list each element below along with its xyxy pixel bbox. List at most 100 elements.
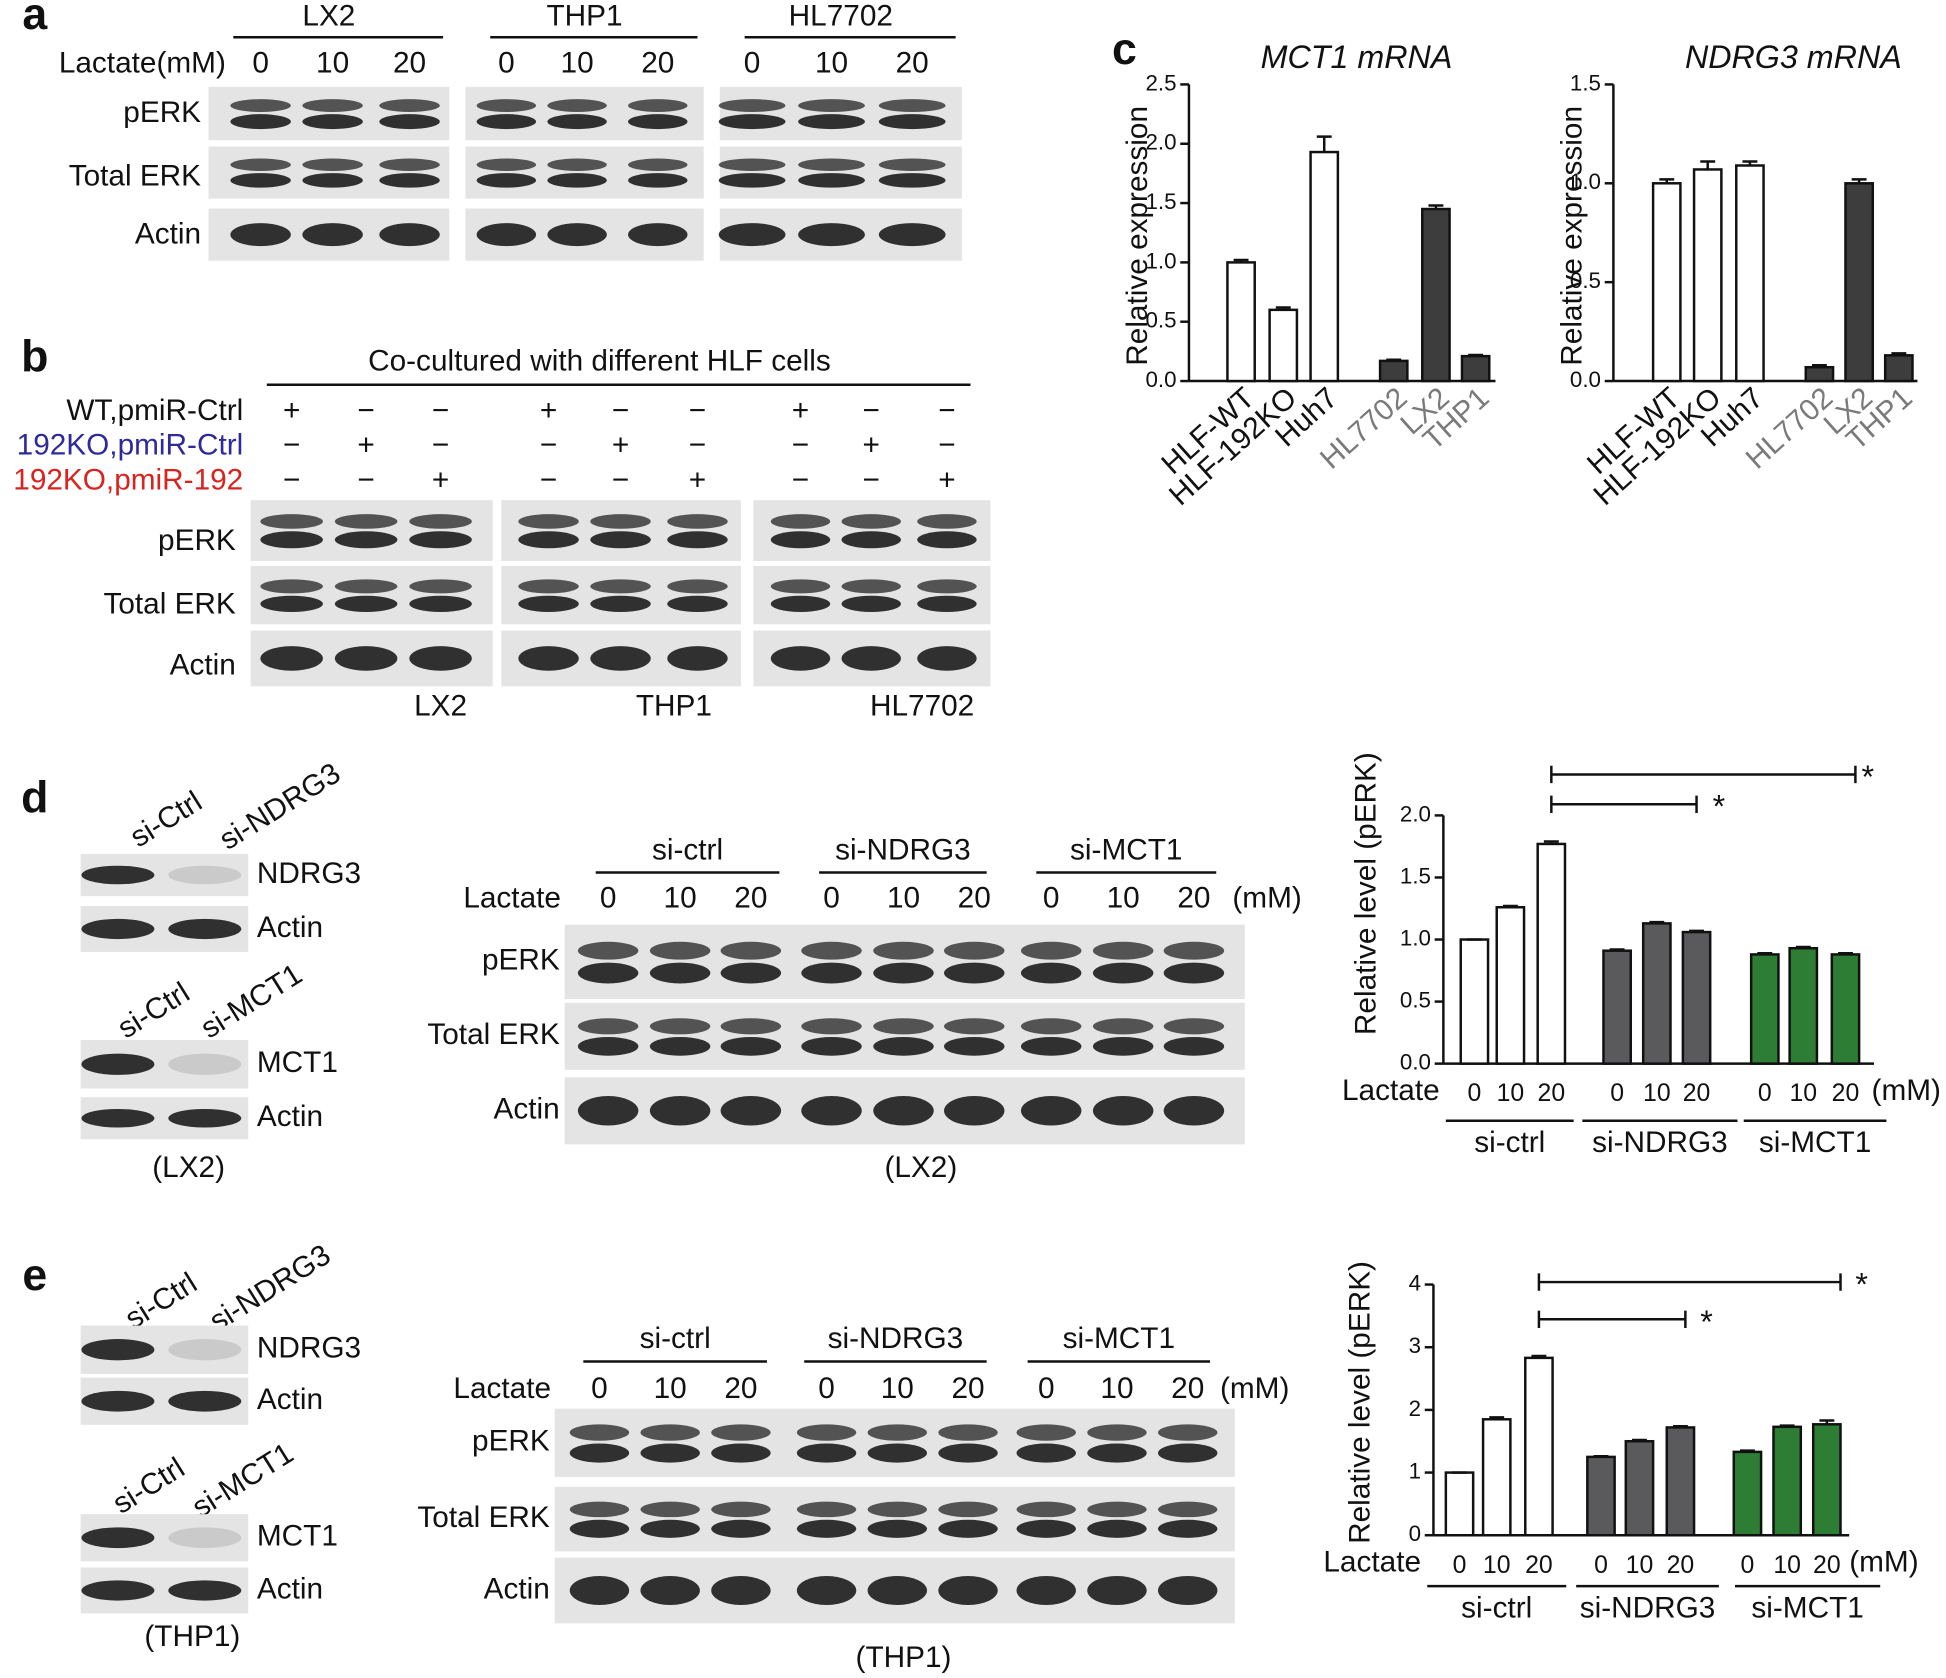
- bar: [1830, 953, 1861, 1065]
- band: [796, 1443, 857, 1463]
- lane-label: si-NDRG3: [204, 1238, 336, 1338]
- error-bar: [1386, 358, 1402, 361]
- band: [230, 173, 291, 188]
- bar: [1732, 1450, 1763, 1537]
- bar: [1651, 182, 1682, 383]
- row-label: Total ERK: [417, 1501, 549, 1534]
- sign: +: [432, 463, 449, 496]
- band: [260, 595, 323, 613]
- band: [711, 1424, 771, 1441]
- group-label: si-ctrl: [640, 1322, 711, 1355]
- bar: [1481, 1418, 1512, 1537]
- row-label: pERK: [123, 96, 201, 129]
- band: [917, 579, 977, 594]
- error-bar: [1275, 306, 1291, 310]
- band: [168, 1053, 242, 1075]
- band: [667, 514, 728, 529]
- band: [334, 595, 398, 613]
- lane-label: si-Ctrl: [112, 976, 195, 1045]
- y-axis-label: Relative level (pERK): [1343, 1261, 1376, 1544]
- band: [938, 1575, 998, 1605]
- sign: −: [863, 463, 880, 496]
- band: [1087, 1443, 1147, 1463]
- band: [81, 1580, 155, 1601]
- band: [873, 962, 934, 984]
- significance-bracket: [1537, 1310, 1687, 1328]
- lane-label: 10: [1107, 882, 1140, 915]
- blot: [554, 1408, 1235, 1477]
- band: [640, 1424, 700, 1441]
- band: [711, 1501, 771, 1518]
- x-tick-label: 20: [1667, 1552, 1695, 1579]
- error-bar: [1649, 920, 1665, 924]
- blot: [250, 500, 493, 561]
- band: [944, 941, 1005, 960]
- band: [476, 114, 537, 130]
- bar: [1804, 365, 1835, 383]
- error-bar: [1659, 178, 1675, 184]
- band: [798, 99, 865, 112]
- band: [577, 1096, 639, 1126]
- band: [334, 514, 398, 529]
- x-tick-label: 20: [1538, 1080, 1566, 1107]
- row-label: Actin: [484, 1572, 550, 1605]
- band: [878, 173, 946, 188]
- bar: [1665, 1426, 1696, 1537]
- condition-label: 192KO,pmiR-Ctrl: [17, 429, 244, 462]
- row-label: pERK: [472, 1425, 550, 1458]
- band: [518, 514, 579, 529]
- legend-label: si-ctrl: [1474, 1126, 1545, 1159]
- band: [302, 173, 363, 188]
- sign: −: [432, 429, 449, 462]
- band: [590, 579, 651, 594]
- band: [640, 1519, 700, 1538]
- error-bar: [1757, 951, 1773, 955]
- bar: [1460, 354, 1491, 383]
- significance-star: *: [1855, 1267, 1868, 1303]
- band: [81, 1390, 155, 1412]
- x-tick-label: 0: [1758, 1080, 1772, 1107]
- lane-label: 20: [641, 46, 674, 79]
- error-bar: [1543, 840, 1559, 844]
- error-bar: [1531, 1354, 1547, 1358]
- y-tick-label: 1: [1409, 1458, 1421, 1483]
- band: [1092, 1096, 1154, 1126]
- bar: [1586, 1455, 1616, 1537]
- band: [878, 114, 946, 130]
- band: [1157, 1501, 1218, 1518]
- band: [720, 962, 782, 984]
- unit-label: (mM): [1232, 882, 1301, 915]
- band: [628, 158, 688, 171]
- row-label: NDRG3: [257, 1332, 361, 1365]
- lane-label: 10: [561, 46, 594, 79]
- cell-label: HL7702: [870, 689, 974, 722]
- band: [938, 1443, 998, 1463]
- band: [1157, 1424, 1218, 1441]
- band: [518, 595, 579, 613]
- band: [718, 173, 786, 188]
- blot: [208, 86, 450, 141]
- lane-label: 0: [600, 882, 617, 915]
- cell-label: LX2: [414, 689, 467, 722]
- band: [649, 1018, 711, 1035]
- band: [230, 114, 291, 130]
- band: [938, 1424, 998, 1441]
- band: [1157, 1443, 1218, 1463]
- band: [1092, 1018, 1154, 1035]
- cell-label: (LX2): [884, 1151, 957, 1184]
- row-label: Actin: [494, 1093, 560, 1126]
- band: [770, 514, 831, 529]
- bar: [1421, 207, 1451, 383]
- significance-star: *: [1713, 789, 1726, 825]
- band: [649, 941, 711, 960]
- blot: [465, 86, 704, 141]
- band: [770, 595, 831, 613]
- band: [81, 1053, 155, 1075]
- legend-label: si-NDRG3: [1592, 1126, 1728, 1159]
- band: [547, 158, 607, 171]
- band: [260, 646, 323, 671]
- y-tick-label: 2.0: [1145, 130, 1176, 155]
- band: [720, 1096, 782, 1126]
- bar: [1844, 182, 1875, 383]
